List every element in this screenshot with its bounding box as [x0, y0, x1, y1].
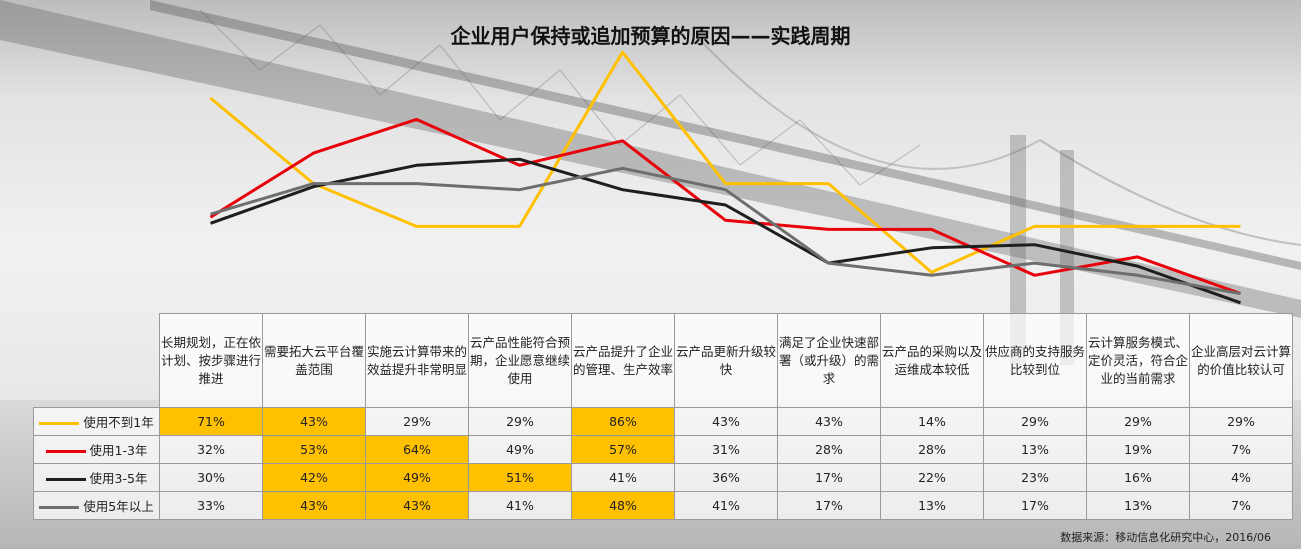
data-label: 19% — [1086, 435, 1190, 464]
table-row: 使用不到1年 71% 43% 29% 29% 86% 43% 43% 14% 29% 29% 29% — [33, 407, 1293, 436]
data-label: 71% — [159, 407, 263, 436]
data-label: 7% — [1189, 491, 1293, 520]
data-label: 48% — [571, 491, 675, 520]
data-label: 29% — [983, 407, 1087, 436]
legend-entry: 使用不到1年 — [33, 407, 160, 436]
data-label: 17% — [777, 463, 881, 492]
series-line-3 — [210, 166, 1241, 296]
data-label: 30% — [159, 463, 263, 492]
legend-entry: 使用5年以上 — [33, 491, 160, 520]
data-label: 32% — [159, 435, 263, 464]
data-label: 31% — [674, 435, 778, 464]
table-row: 使用3-5年 30% 42% 49% 51% 41% 36% 17% 22% 23% 16% 4% — [33, 463, 1293, 492]
legend-swatch — [45, 478, 86, 481]
data-label: 49% — [365, 463, 469, 492]
data-label: 14% — [880, 407, 984, 436]
data-table: 长期规划，正在依计划、按步骤进行推进 需要拓大云平台覆盖范围 实施云计算带来的效益提… — [33, 313, 1293, 520]
data-label: 29% — [1189, 407, 1293, 436]
data-label: 49% — [468, 435, 572, 464]
data-label: 29% — [1086, 407, 1190, 436]
data-label: 17% — [777, 491, 881, 520]
data-label: 41% — [468, 491, 572, 520]
data-label: 22% — [880, 463, 984, 492]
category-header: 实施云计算带来的效益提升非常明显 — [365, 313, 469, 408]
category-header: 需要拓大云平台覆盖范围 — [262, 313, 366, 408]
table-body: 使用不到1年 71% 43% 29% 29% 86% 43% 43% 14% 29% 29% 29% 使… — [33, 407, 1293, 520]
series-name: 使用1-3年 — [89, 443, 148, 458]
data-label: 13% — [983, 435, 1087, 464]
data-label: 17% — [983, 491, 1087, 520]
data-label: 41% — [571, 463, 675, 492]
category-header: 企业高层对云计算的价值比较认可 — [1189, 313, 1293, 408]
data-label: 16% — [1086, 463, 1190, 492]
data-label: 29% — [365, 407, 469, 436]
category-header: 满足了企业快速部署（或升级）的需求 — [777, 313, 881, 408]
series-line-2 — [209, 157, 1242, 305]
data-label: 43% — [674, 407, 778, 436]
data-label: 43% — [365, 491, 469, 520]
source-note: 数据来源：移动信息化研究中心，2016/06 — [1060, 531, 1271, 544]
legend-swatch — [39, 422, 80, 425]
data-label: 51% — [468, 463, 572, 492]
page-title: 企业用户保持或追加预算的原因——实践周期 — [450, 24, 851, 48]
data-label: 4% — [1189, 463, 1293, 492]
data-label: 33% — [159, 491, 263, 520]
legend-swatch — [39, 506, 80, 509]
data-label: 29% — [468, 407, 572, 436]
series-line-0 — [209, 50, 1241, 274]
table-row: 使用1-3年 32% 53% 64% 49% 57% 31% 28% 28% 13% 19% 7% — [33, 435, 1293, 464]
series-lines — [209, 50, 1242, 305]
data-label: 53% — [262, 435, 366, 464]
series-line-1 — [209, 117, 1242, 296]
category-header: 云产品性能符合预期，企业愿意继续使用 — [468, 313, 572, 408]
legend-entry: 使用1-3年 — [33, 435, 160, 464]
data-label: 43% — [262, 491, 366, 520]
data-label: 86% — [571, 407, 675, 436]
header-row: 长期规划，正在依计划、按步骤进行推进 需要拓大云平台覆盖范围 实施云计算带来的效益提… — [33, 313, 1293, 408]
series-name: 使用5年以上 — [83, 499, 154, 514]
category-header: 云计算服务模式、定价灵活，符合企业的当前需求 — [1086, 313, 1190, 408]
series-name: 使用3-5年 — [89, 471, 148, 486]
data-label: 7% — [1189, 435, 1293, 464]
data-label: 42% — [262, 463, 366, 492]
data-label: 13% — [1086, 491, 1190, 520]
data-label: 36% — [674, 463, 778, 492]
table-row: 使用5年以上 33% 43% 43% 41% 48% 41% 17% 13% 17% 13% 7% — [33, 491, 1293, 520]
table-corner — [33, 313, 160, 408]
data-label: 41% — [674, 491, 778, 520]
data-label: 28% — [880, 435, 984, 464]
category-header: 云产品提升了企业的管理、生产效率 — [571, 313, 675, 408]
data-label: 28% — [777, 435, 881, 464]
category-header: 云产品更新升级较快 — [674, 313, 778, 408]
category-header: 云产品的采购以及运维成本较低 — [880, 313, 984, 408]
data-label: 64% — [365, 435, 469, 464]
legend-swatch — [45, 450, 86, 453]
series-name: 使用不到1年 — [83, 415, 154, 430]
category-header: 长期规划，正在依计划、按步骤进行推进 — [159, 313, 263, 408]
data-label: 43% — [777, 407, 881, 436]
legend-entry: 使用3-5年 — [33, 463, 160, 492]
data-label: 57% — [571, 435, 675, 464]
data-label: 13% — [880, 491, 984, 520]
data-label: 43% — [262, 407, 366, 436]
data-label: 23% — [983, 463, 1087, 492]
category-header: 供应商的支持服务比较到位 — [983, 313, 1087, 408]
